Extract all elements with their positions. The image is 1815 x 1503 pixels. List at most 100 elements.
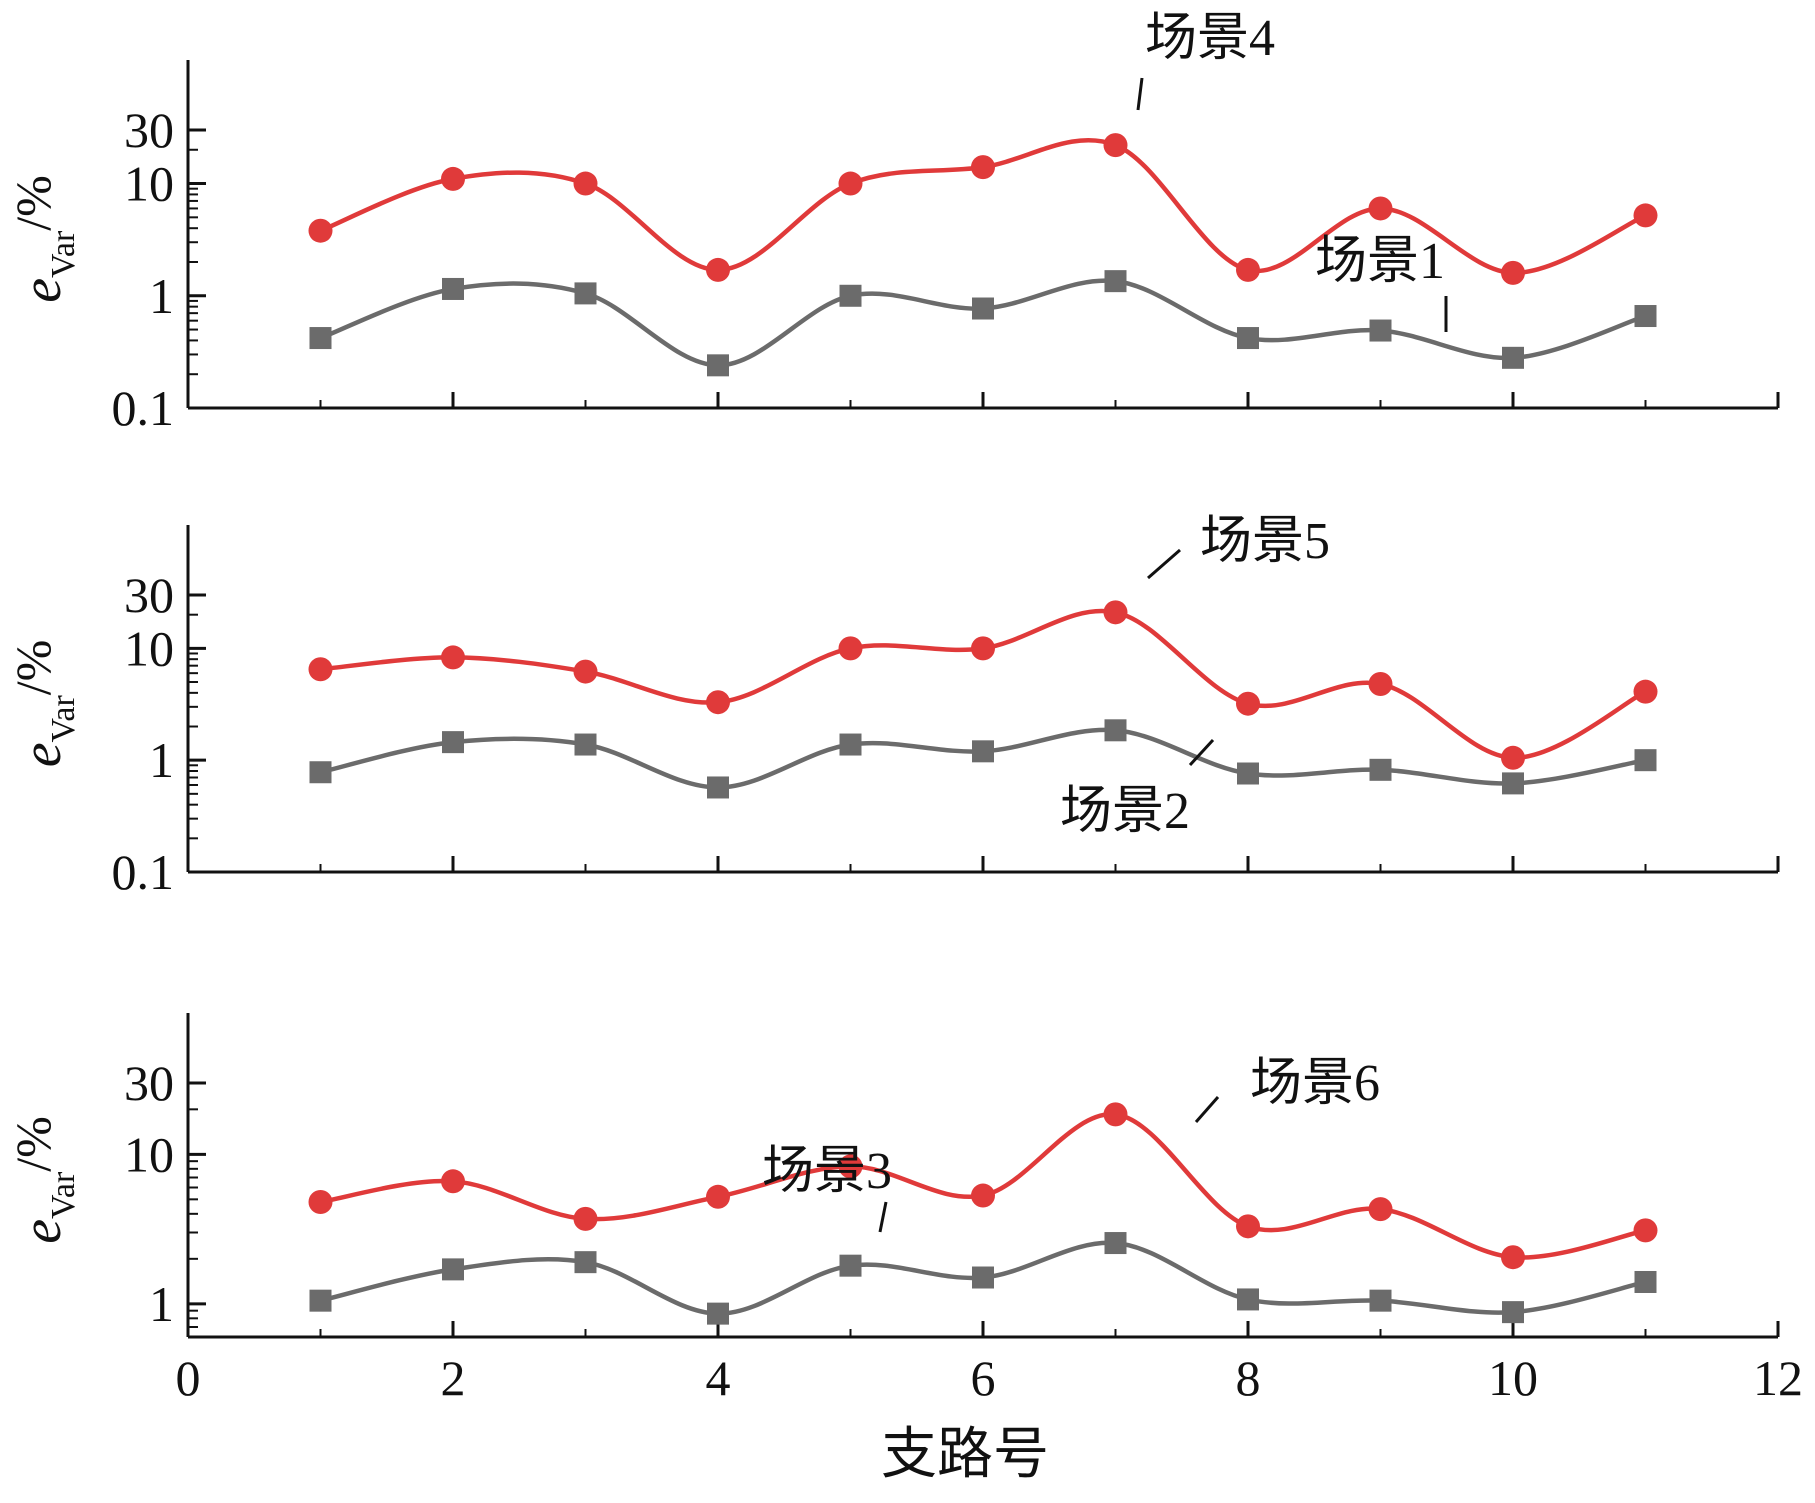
data-point-circle xyxy=(1103,600,1128,625)
y-tick-label: 1 xyxy=(149,732,174,788)
data-point-circle xyxy=(971,155,995,180)
data-point-circle xyxy=(1368,196,1393,221)
data-point-circle xyxy=(1501,745,1525,770)
data-point-square xyxy=(1634,1270,1657,1293)
y-axis-label-unit: /% xyxy=(5,175,61,231)
data-point-circle xyxy=(573,1206,598,1231)
series-label: 场景4 xyxy=(1145,10,1275,67)
data-point-square xyxy=(1502,1301,1524,1324)
y-axis-label-unit: /% xyxy=(5,640,61,696)
data-point-square xyxy=(972,740,994,763)
data-point-circle xyxy=(1501,260,1525,285)
data-point-square xyxy=(1369,758,1392,781)
data-point-square xyxy=(972,1266,994,1289)
data-point-square xyxy=(442,731,464,754)
data-point-square xyxy=(707,1302,729,1325)
data-point-square xyxy=(1634,305,1657,328)
y-axis-label-sub: Var xyxy=(45,230,82,278)
data-point-square xyxy=(574,733,597,756)
data-point-circle xyxy=(1103,1102,1128,1127)
y-tick-label: 30 xyxy=(124,1055,174,1111)
data-point-square xyxy=(839,284,862,307)
data-point-circle xyxy=(573,171,598,196)
data-point-circle xyxy=(1501,1245,1525,1270)
y-axis-label-sub: Var xyxy=(45,1171,82,1219)
data-point-circle xyxy=(1236,257,1260,282)
data-point-circle xyxy=(1368,1197,1393,1222)
data-point-circle xyxy=(971,1183,995,1208)
data-point-circle xyxy=(706,257,730,282)
data-point-square xyxy=(1502,772,1524,795)
data-point-square xyxy=(972,297,994,320)
series-label: 场景2 xyxy=(1060,783,1190,840)
data-point-square xyxy=(574,282,597,305)
x-tick-label: 10 xyxy=(1488,1350,1538,1406)
series-label-leader xyxy=(1194,1096,1220,1123)
data-point-circle xyxy=(706,690,730,715)
data-point-square xyxy=(1104,270,1127,293)
data-point-square xyxy=(309,1289,332,1312)
series-label: 场景5 xyxy=(1200,513,1330,570)
data-point-circle xyxy=(573,659,598,684)
x-tick-label: 0 xyxy=(176,1350,201,1406)
y-tick-label: 30 xyxy=(124,102,174,158)
y-tick-label: 0.1 xyxy=(112,380,175,436)
data-point-square xyxy=(1369,319,1392,342)
series-label-leader xyxy=(1147,548,1181,580)
data-point-circle xyxy=(308,657,333,682)
x-tick-label: 6 xyxy=(971,1350,996,1406)
series-line-场景6 xyxy=(320,1112,1646,1260)
data-point-circle xyxy=(1236,691,1260,716)
y-tick-label: 0.1 xyxy=(112,844,175,900)
data-point-square xyxy=(1237,762,1259,785)
y-tick-label: 10 xyxy=(124,620,174,676)
series-label: 场景6 xyxy=(1250,1055,1380,1112)
y-tick-label: 10 xyxy=(124,1126,174,1182)
series-label: 场景3 xyxy=(762,1143,892,1200)
data-point-circle xyxy=(706,1184,730,1209)
data-point-circle xyxy=(441,645,465,670)
data-point-square xyxy=(1237,1288,1259,1311)
series-label-leader xyxy=(878,1201,888,1233)
y-axis-label-main: e xyxy=(11,1219,73,1244)
y-axis-label-unit: /% xyxy=(5,1116,61,1172)
data-point-square xyxy=(1104,1232,1127,1255)
data-point-square xyxy=(1502,346,1524,369)
series-label-leader xyxy=(1188,738,1215,767)
data-point-circle xyxy=(308,1189,333,1214)
data-point-circle xyxy=(1633,1218,1658,1243)
y-axis-label: eVar/% xyxy=(5,640,82,768)
y-axis-label: eVar/% xyxy=(5,175,82,303)
data-point-square xyxy=(839,733,862,756)
data-point-square xyxy=(1369,1289,1392,1312)
x-tick-label: 2 xyxy=(441,1350,466,1406)
x-tick-label: 8 xyxy=(1236,1350,1261,1406)
series-label-leader xyxy=(1136,77,1144,111)
data-point-square xyxy=(574,1251,597,1274)
y-axis-label-sub: Var xyxy=(45,695,82,743)
panel-3: 1 10 30 eVar/% 场景6 场景3 xyxy=(5,1013,1780,1339)
data-point-square xyxy=(309,327,332,350)
data-point-square xyxy=(839,1254,862,1277)
y-tick-label: 1 xyxy=(149,1276,174,1332)
data-point-circle xyxy=(838,1154,863,1179)
data-point-square xyxy=(1237,327,1259,350)
series-label: 场景1 xyxy=(1315,233,1445,290)
x-axis-label: 支路号 xyxy=(881,1424,1049,1486)
data-point-square xyxy=(707,776,729,799)
y-tick-label: 1 xyxy=(149,268,174,324)
y-axis-label-main: e xyxy=(11,278,73,303)
data-point-circle xyxy=(838,636,863,661)
x-tick-label: 12 xyxy=(1753,1350,1803,1406)
y-tick-label: 10 xyxy=(124,156,174,212)
data-point-square xyxy=(309,761,332,784)
data-point-circle xyxy=(1633,203,1658,228)
data-point-circle xyxy=(838,171,863,196)
data-point-square xyxy=(707,354,729,377)
data-point-circle xyxy=(1368,671,1393,696)
data-point-square xyxy=(442,277,464,300)
data-point-circle xyxy=(441,1169,465,1194)
